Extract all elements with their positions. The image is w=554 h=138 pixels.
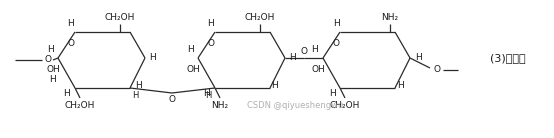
Text: H: H bbox=[397, 80, 403, 90]
Text: OH: OH bbox=[46, 66, 60, 75]
Text: H: H bbox=[64, 88, 70, 98]
Text: O: O bbox=[332, 39, 340, 47]
Text: H: H bbox=[135, 80, 141, 90]
Text: H: H bbox=[271, 80, 278, 90]
Text: NH₂: NH₂ bbox=[382, 14, 398, 22]
Text: O: O bbox=[68, 39, 74, 47]
Text: H: H bbox=[414, 54, 422, 63]
Text: CH₂OH: CH₂OH bbox=[330, 100, 360, 109]
Text: H: H bbox=[311, 46, 319, 55]
Text: H: H bbox=[150, 54, 156, 63]
Text: NH₂: NH₂ bbox=[212, 100, 229, 109]
Text: (3)壳聚糖: (3)壳聚糖 bbox=[490, 53, 526, 63]
Text: O: O bbox=[300, 47, 307, 55]
Text: CSDN @qiyueshengwu: CSDN @qiyueshengwu bbox=[247, 100, 343, 109]
Text: H: H bbox=[332, 18, 340, 27]
Text: OH: OH bbox=[186, 66, 200, 75]
Text: O: O bbox=[168, 95, 176, 104]
Text: O: O bbox=[433, 66, 440, 75]
Text: CH₂OH: CH₂OH bbox=[105, 14, 135, 22]
Text: H: H bbox=[47, 46, 53, 55]
Text: H: H bbox=[132, 91, 138, 99]
Text: O: O bbox=[208, 39, 214, 47]
Text: H: H bbox=[68, 18, 74, 27]
Text: H: H bbox=[208, 18, 214, 27]
Text: OH: OH bbox=[311, 66, 325, 75]
Text: CH₂OH: CH₂OH bbox=[65, 100, 95, 109]
Text: H: H bbox=[290, 54, 296, 63]
Text: H: H bbox=[50, 75, 57, 83]
Text: H: H bbox=[329, 88, 335, 98]
Text: CH₂OH: CH₂OH bbox=[245, 14, 275, 22]
Text: H: H bbox=[187, 46, 193, 55]
Text: H: H bbox=[204, 88, 211, 98]
Text: H: H bbox=[205, 91, 211, 99]
Text: O: O bbox=[44, 55, 52, 64]
